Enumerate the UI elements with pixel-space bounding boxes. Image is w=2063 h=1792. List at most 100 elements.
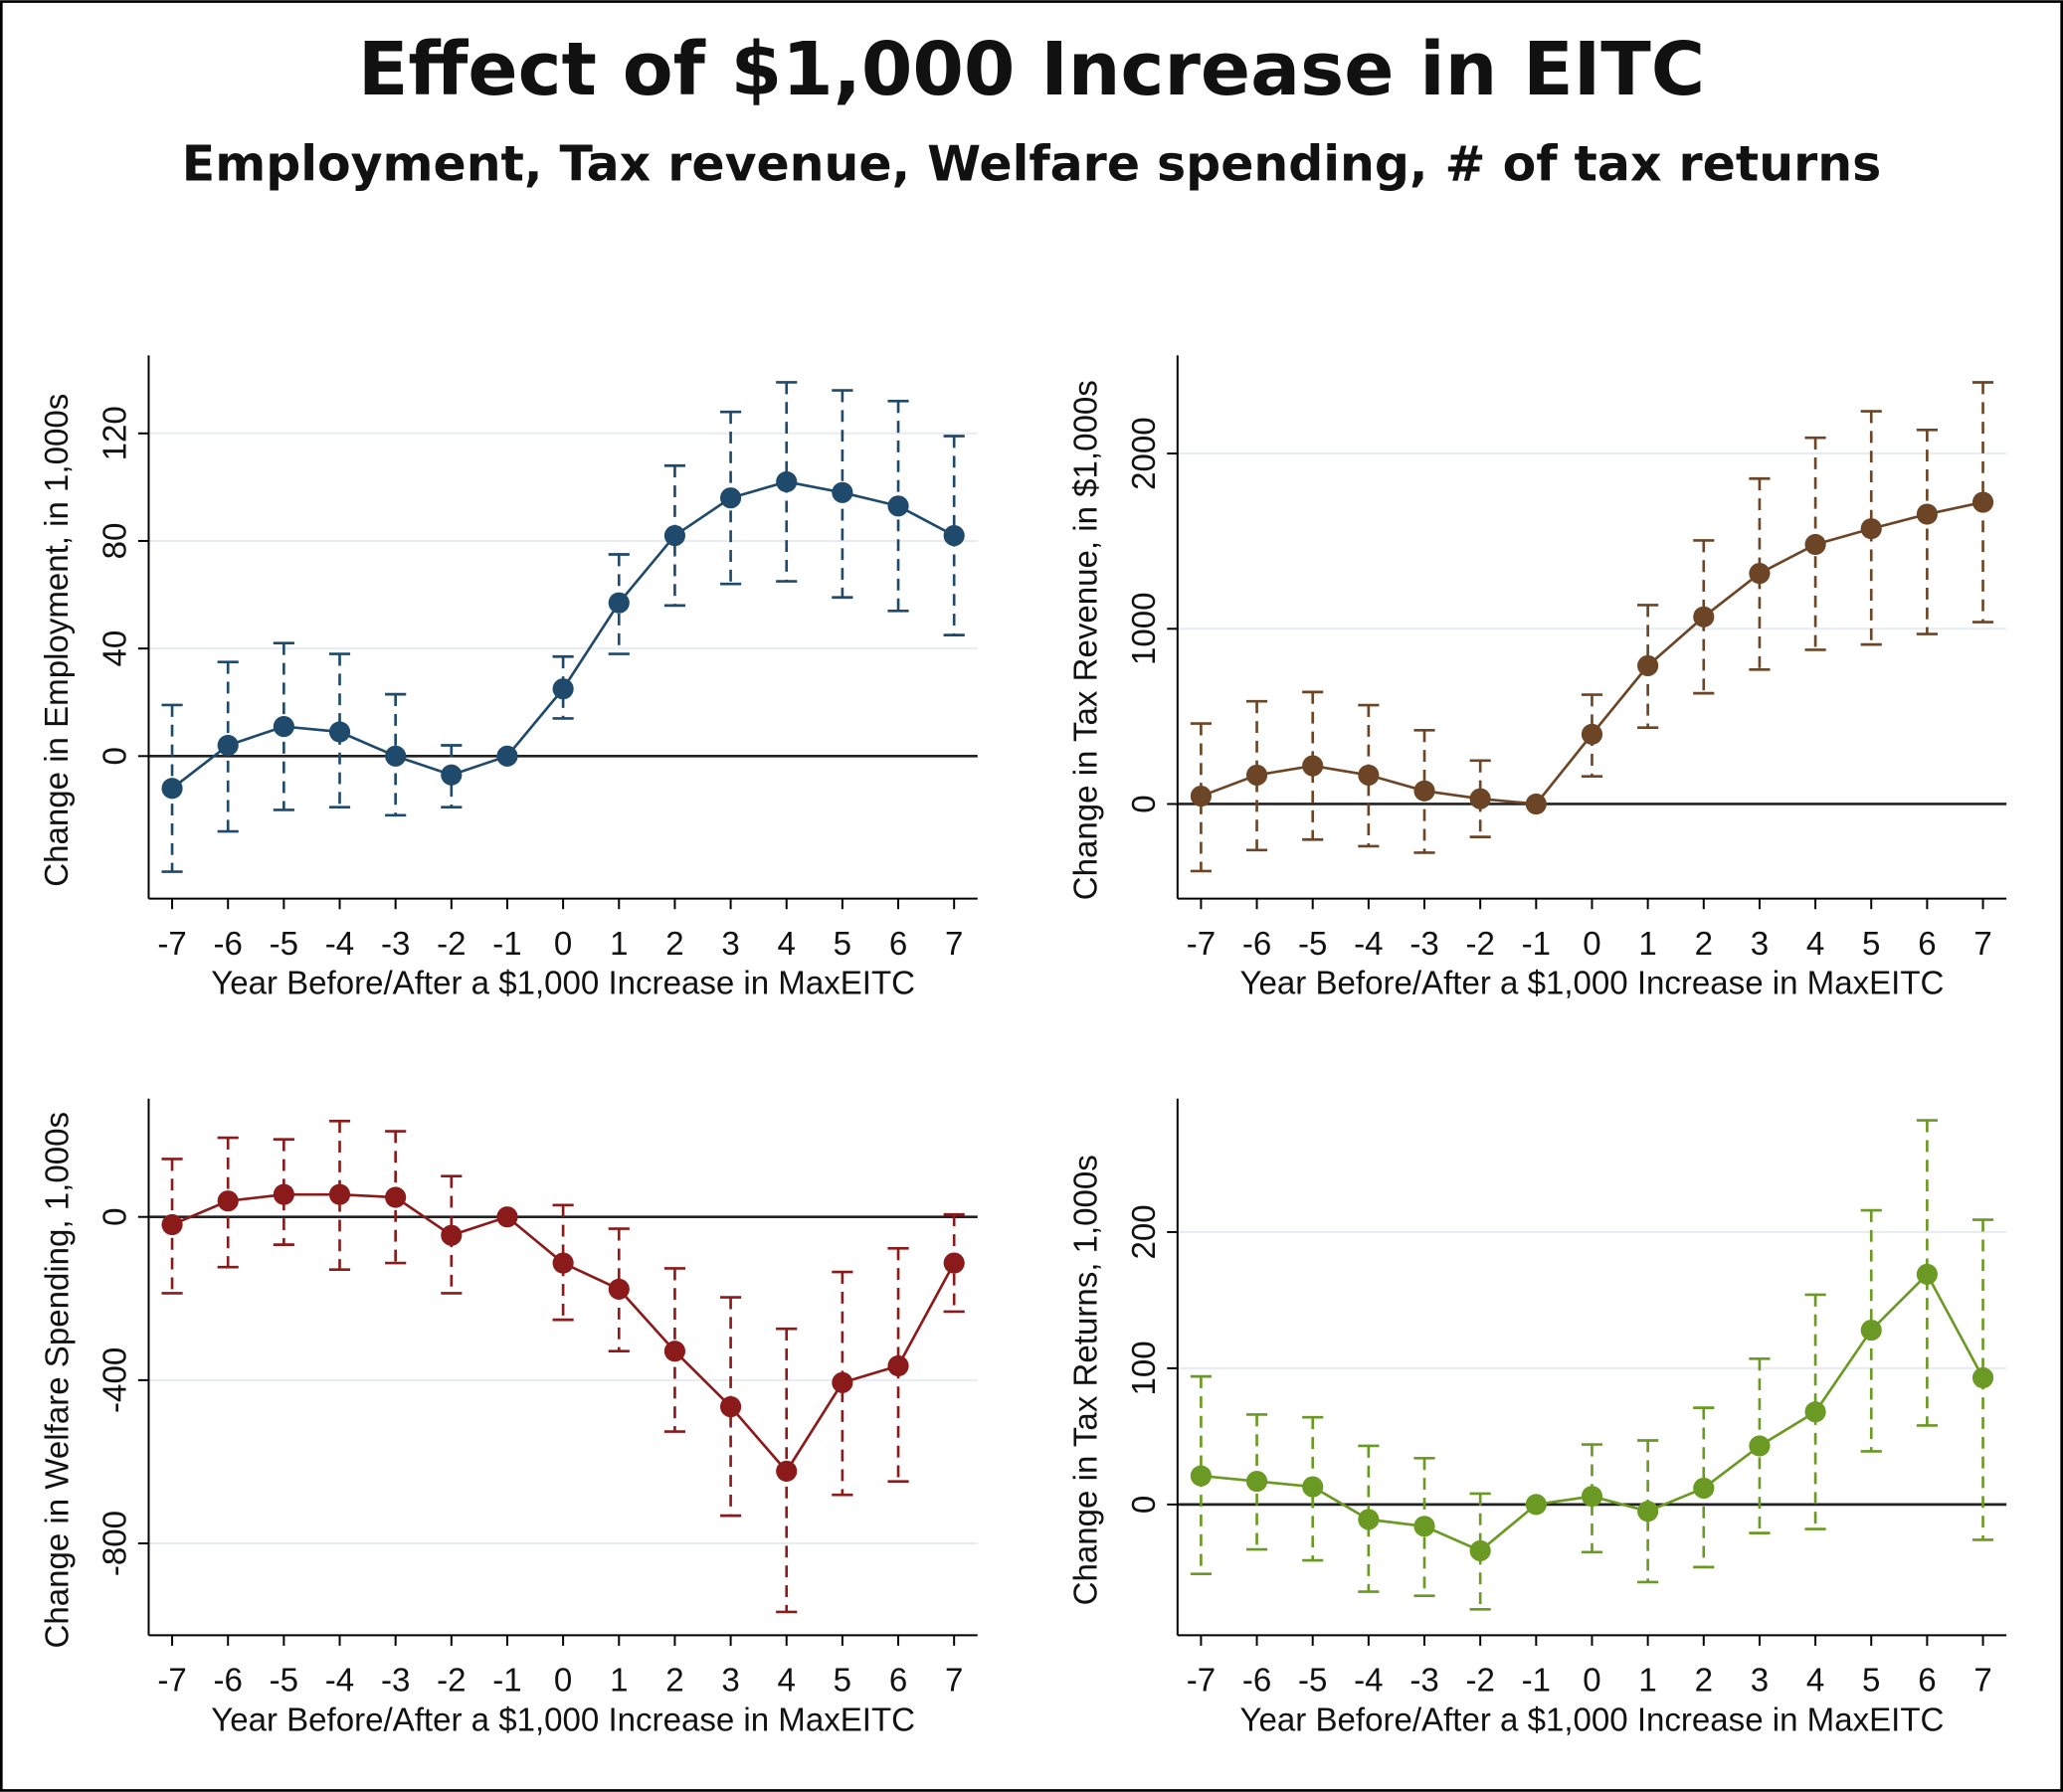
point [1971, 491, 1994, 513]
x-tick-label: -6 [1242, 1663, 1271, 1700]
x-tick-label: 1 [1638, 926, 1656, 963]
point [832, 481, 853, 503]
x-tick-label: 2 [665, 1663, 683, 1700]
x-tick-label: -2 [437, 926, 466, 963]
x-tick-label: 3 [1751, 1663, 1769, 1700]
x-tick-label: 5 [834, 1663, 851, 1700]
point [887, 1354, 909, 1377]
y-tick-label: 0 [96, 747, 133, 765]
x-tick-label: -6 [214, 926, 243, 963]
point [1581, 723, 1603, 745]
x-tick-label: 4 [778, 926, 796, 963]
x-tick-label: -3 [1409, 926, 1438, 963]
point [608, 1278, 630, 1300]
y-tick-label: -800 [96, 1511, 133, 1576]
y-axis-label: Change in Tax Revenue, in $1,000s [1068, 380, 1105, 900]
x-tick-label: 0 [554, 926, 572, 963]
x-axis-label: Year Before/After a $1,000 Increase in M… [1240, 966, 1945, 1002]
point [161, 1213, 183, 1236]
y-axis-label: Change in Tax Returns, 1,000s [1068, 1155, 1105, 1605]
point [1637, 1501, 1659, 1523]
y-tick-label: 2000 [1126, 417, 1163, 490]
x-tick-label: 0 [554, 1663, 572, 1700]
x-tick-label: -3 [381, 926, 410, 963]
x-tick-label: 4 [1806, 1663, 1824, 1700]
point [385, 745, 407, 767]
point [1302, 1476, 1324, 1498]
point [496, 745, 518, 767]
point [1693, 606, 1715, 627]
point [663, 1341, 686, 1362]
point [1245, 764, 1268, 786]
point [161, 778, 183, 800]
point [552, 1252, 574, 1274]
y-tick-label: 0 [96, 1208, 133, 1226]
x-tick-label: -1 [492, 926, 521, 963]
x-tick-label: 3 [721, 926, 739, 963]
point [441, 1224, 463, 1246]
x-tick-label: -7 [157, 926, 186, 963]
x-tick-label: -7 [1187, 1663, 1216, 1700]
x-tick-label: -4 [325, 926, 354, 963]
x-tick-label: 4 [778, 1663, 796, 1700]
x-tick-label: 7 [945, 926, 963, 963]
point [1469, 1539, 1491, 1562]
y-tick-label: 40 [96, 630, 133, 667]
title: Effect of $1,000 Increase in EITC [358, 27, 1705, 112]
point [328, 721, 351, 743]
x-tick-label: -5 [1298, 926, 1327, 963]
point [217, 1190, 239, 1212]
x-tick-label: -4 [1354, 1663, 1383, 1700]
point [1302, 755, 1324, 777]
x-tick-label: -5 [270, 926, 298, 963]
point [1525, 793, 1547, 815]
x-tick-label: -1 [1522, 926, 1551, 963]
x-tick-label: 3 [721, 1663, 739, 1700]
point [719, 1395, 742, 1418]
x-tick-label: 1 [1638, 1663, 1656, 1700]
subtitle: Employment, Tax revenue, Welfare spendin… [182, 136, 1881, 193]
y-tick-label: 0 [1126, 795, 1163, 812]
point [1916, 503, 1938, 525]
point [832, 1371, 853, 1393]
y-axis-label: Change in Employment, in 1,000s [39, 394, 76, 887]
y-tick-label: 200 [1126, 1204, 1163, 1259]
point [441, 764, 463, 786]
y-tick-label: 1000 [1126, 593, 1163, 666]
point [217, 734, 239, 757]
point [776, 470, 798, 493]
point [776, 1460, 798, 1482]
point [943, 1252, 965, 1274]
x-tick-label: -3 [381, 1663, 410, 1700]
y-tick-label: -400 [96, 1347, 133, 1413]
point [273, 715, 294, 738]
point [943, 524, 965, 547]
x-tick-label: -1 [1522, 1663, 1551, 1700]
x-tick-label: 7 [1973, 926, 1991, 963]
x-tick-label: 5 [1862, 1663, 1880, 1700]
x-tick-label: -4 [1354, 926, 1383, 963]
point [1190, 785, 1212, 807]
x-tick-label: 1 [610, 926, 628, 963]
point [1916, 1263, 1938, 1285]
point [1860, 518, 1882, 540]
point [1581, 1486, 1603, 1508]
point [1190, 1465, 1212, 1487]
x-tick-label: -5 [270, 1663, 298, 1700]
point [1971, 1366, 1994, 1389]
point [1469, 788, 1491, 809]
x-tick-label: 6 [1918, 926, 1936, 963]
x-tick-label: 7 [1973, 1663, 1991, 1700]
x-tick-label: -7 [1187, 926, 1216, 963]
x-tick-label: 2 [1695, 926, 1713, 963]
x-tick-label: -4 [325, 1663, 354, 1700]
point [608, 592, 630, 614]
x-tick-label: -6 [214, 1663, 243, 1700]
y-tick-label: 120 [96, 406, 133, 460]
x-tick-label: 7 [945, 1663, 963, 1700]
y-axis-label: Change in Welfare Spending, 1,000s [39, 1112, 76, 1649]
x-tick-label: 5 [1862, 926, 1880, 963]
x-tick-label: -2 [1465, 1663, 1494, 1700]
